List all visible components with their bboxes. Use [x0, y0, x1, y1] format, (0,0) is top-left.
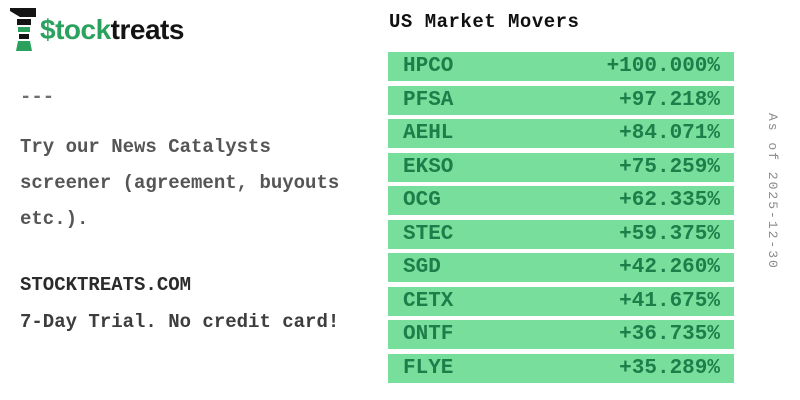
ticker-label: STEC	[403, 222, 454, 246]
ticker-label: EKSO	[403, 155, 454, 179]
table-row: PFSA +97.218%	[388, 85, 734, 115]
change-percent: +100.000%	[606, 55, 720, 78]
table-row: EKSO +75.259%	[388, 152, 734, 182]
change-percent: +36.735%	[619, 323, 720, 346]
change-percent: +75.259%	[619, 155, 720, 179]
ticker-label: SGD	[403, 256, 441, 279]
as-of-date: As of 2025-12-30	[765, 113, 780, 270]
table-row: HPCO +100.000%	[388, 52, 734, 81]
table-row: OCG +62.335%	[388, 186, 734, 215]
pitch-text: Try our News Catalysts screener (agreeme…	[20, 136, 340, 230]
brand-logo: $tocktreats	[10, 8, 184, 52]
ticker-label: CETX	[403, 289, 454, 313]
change-percent: +84.071%	[619, 122, 720, 145]
change-percent: +59.375%	[619, 222, 720, 246]
table-row: STEC +59.375%	[388, 219, 734, 249]
site-url: STOCKTREATS.COM	[20, 274, 192, 296]
ticker-label: OCG	[403, 189, 441, 212]
change-percent: +42.260%	[619, 256, 720, 279]
change-percent: +41.675%	[619, 289, 720, 313]
table-row: SGD +42.260%	[388, 253, 734, 282]
ticker-label: ONTF	[403, 323, 454, 346]
wordmark-prefix: $tock	[40, 14, 111, 45]
ticker-label: AEHL	[403, 122, 454, 145]
ticker-label: FLYE	[403, 356, 454, 380]
table-row: FLYE +35.289%	[388, 353, 734, 383]
movers-title: US Market Movers	[389, 11, 580, 33]
table-row: AEHL +84.071%	[388, 119, 734, 148]
stocktreats-t-bars-icon	[10, 8, 36, 51]
trial-text: 7-Day Trial. No credit card!	[20, 311, 340, 333]
change-percent: +35.289%	[619, 356, 720, 380]
table-row: ONTF +36.735%	[388, 320, 734, 349]
change-percent: +97.218%	[619, 88, 720, 112]
change-percent: +62.335%	[619, 189, 720, 212]
ticker-label: HPCO	[403, 55, 454, 78]
table-row: CETX +41.675%	[388, 286, 734, 316]
movers-table: HPCO +100.000% PFSA +97.218% AEHL +84.07…	[388, 52, 734, 383]
divider-dashes: ---	[20, 86, 55, 108]
wordmark-suffix: treats	[110, 14, 185, 45]
brand-wordmark: $tocktreats	[40, 8, 184, 52]
ticker-label: PFSA	[403, 88, 454, 112]
